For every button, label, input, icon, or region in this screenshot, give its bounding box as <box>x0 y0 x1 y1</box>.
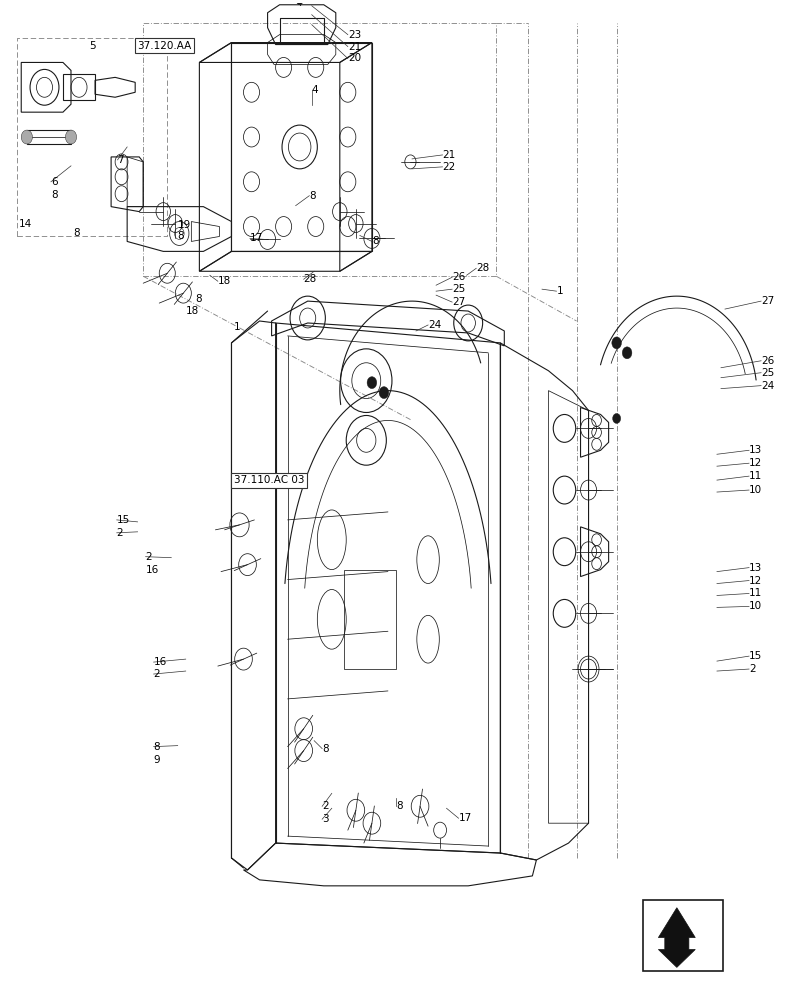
Text: 1: 1 <box>234 322 241 332</box>
Text: 23: 23 <box>347 30 361 40</box>
Text: 2: 2 <box>145 552 152 562</box>
Circle shape <box>379 387 389 399</box>
Text: 37.120.AA: 37.120.AA <box>137 41 191 51</box>
Text: 8: 8 <box>154 742 160 752</box>
Text: 9: 9 <box>154 755 160 765</box>
Text: 21: 21 <box>443 150 456 160</box>
Text: 7: 7 <box>117 155 124 165</box>
Polygon shape <box>659 908 696 967</box>
Text: 21: 21 <box>347 42 361 52</box>
Circle shape <box>65 130 77 144</box>
Text: 28: 28 <box>476 263 490 273</box>
Text: 13: 13 <box>749 563 762 573</box>
Text: 5: 5 <box>90 41 96 51</box>
Text: 24: 24 <box>428 320 441 330</box>
Text: 20: 20 <box>347 53 361 63</box>
Text: 19: 19 <box>178 220 191 230</box>
Text: 15: 15 <box>749 651 762 661</box>
Text: 8: 8 <box>372 236 378 246</box>
Text: 25: 25 <box>761 368 774 378</box>
Text: 8: 8 <box>322 744 329 754</box>
Circle shape <box>612 413 621 423</box>
Text: 8: 8 <box>178 231 184 241</box>
Text: 8: 8 <box>196 294 202 304</box>
Text: 27: 27 <box>452 297 465 307</box>
Text: 13: 13 <box>749 445 762 455</box>
Text: 2: 2 <box>154 669 160 679</box>
Text: 1: 1 <box>557 286 563 296</box>
Text: 8: 8 <box>74 228 80 238</box>
Circle shape <box>21 130 32 144</box>
Circle shape <box>297 0 303 5</box>
Text: 12: 12 <box>749 576 762 586</box>
Text: 26: 26 <box>761 356 774 366</box>
Text: 6: 6 <box>51 177 57 187</box>
Text: 17: 17 <box>459 813 472 823</box>
Text: 10: 10 <box>749 485 762 495</box>
Text: 26: 26 <box>452 272 465 282</box>
Text: 10: 10 <box>749 601 762 611</box>
Text: 15: 15 <box>116 515 130 525</box>
Text: 27: 27 <box>761 296 774 306</box>
Text: 4: 4 <box>312 85 318 95</box>
Text: 17: 17 <box>250 233 263 243</box>
Circle shape <box>367 377 377 389</box>
Text: 8: 8 <box>396 801 402 811</box>
Text: 11: 11 <box>749 588 762 598</box>
Circle shape <box>612 337 621 349</box>
Text: 2: 2 <box>749 664 755 674</box>
Text: 18: 18 <box>218 276 231 286</box>
Bar <box>643 900 723 971</box>
Text: 3: 3 <box>322 814 329 824</box>
Text: 11: 11 <box>749 471 762 481</box>
Text: 22: 22 <box>443 162 456 172</box>
Text: 25: 25 <box>452 284 465 294</box>
Circle shape <box>622 347 632 359</box>
Text: 18: 18 <box>186 306 199 316</box>
Text: 14: 14 <box>19 219 32 229</box>
Text: 8: 8 <box>51 190 57 200</box>
Text: 2: 2 <box>322 801 329 811</box>
Text: 2: 2 <box>116 528 124 538</box>
Text: 16: 16 <box>154 657 167 667</box>
Text: 37.110.AC 03: 37.110.AC 03 <box>234 475 305 485</box>
Text: 8: 8 <box>309 191 316 201</box>
Text: 24: 24 <box>761 381 774 391</box>
Text: 28: 28 <box>304 274 317 284</box>
Text: 16: 16 <box>145 565 159 575</box>
Text: 12: 12 <box>749 458 762 468</box>
